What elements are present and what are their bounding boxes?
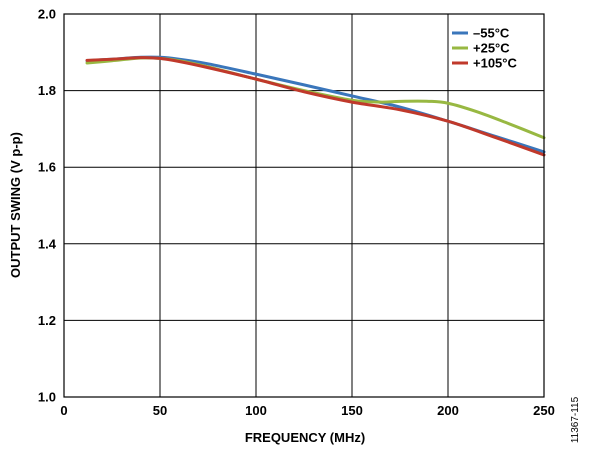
y-tick-label: 1.8 bbox=[38, 83, 56, 98]
plot-frame bbox=[63, 13, 545, 398]
x-tick-label: 250 bbox=[533, 403, 555, 418]
x-tick-label: 100 bbox=[245, 403, 267, 418]
series-lines bbox=[85, 55, 546, 157]
legend: –55°C+25°C+105°C bbox=[452, 26, 517, 71]
legend-label: +105°C bbox=[473, 56, 517, 71]
x-tick-label: 200 bbox=[437, 403, 459, 418]
x-tick-label: 50 bbox=[153, 403, 167, 418]
gridlines bbox=[63, 13, 545, 398]
x-axis-title: FREQUENCY (MHz) bbox=[245, 430, 365, 445]
y-tick-label: 2.0 bbox=[38, 7, 56, 22]
x-tick-label: 0 bbox=[60, 403, 67, 418]
series-line-0 bbox=[85, 55, 546, 154]
y-tick-label: 1.6 bbox=[38, 160, 56, 175]
y-tick-labels: 1.0 1.2 1.4 1.6 1.8 2.0 bbox=[38, 7, 57, 405]
legend-label: –55°C bbox=[473, 26, 510, 41]
x-tick-labels: 0 50 100 150 200 250 bbox=[60, 403, 554, 418]
y-tick-label: 1.0 bbox=[38, 390, 56, 405]
legend-label: +25°C bbox=[473, 41, 510, 56]
y-tick-label: 1.2 bbox=[38, 313, 56, 328]
figure-id: 11367-115 bbox=[570, 396, 581, 443]
y-axis-title: OUTPUT SWING (V p-p) bbox=[8, 132, 23, 278]
x-tick-label: 150 bbox=[341, 403, 363, 418]
series-line-2 bbox=[85, 56, 546, 157]
y-tick-label: 1.4 bbox=[38, 236, 57, 251]
